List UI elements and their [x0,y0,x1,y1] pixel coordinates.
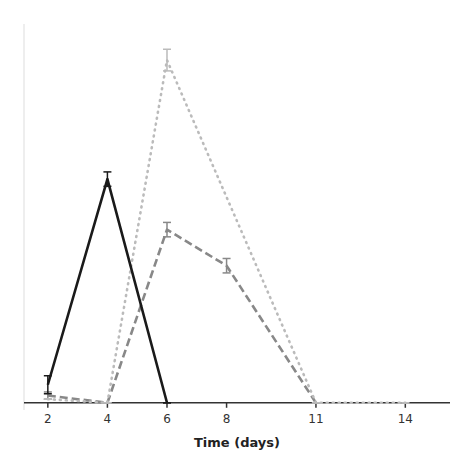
series-line [48,230,316,403]
error-bar-cap [312,402,320,404]
x-tick-label: 14 [398,412,413,426]
x-tick [226,403,228,408]
error-bar-cap [44,393,52,395]
error-bar-cap [163,70,171,72]
plot-area [44,49,409,403]
error-bar-cap [103,186,111,188]
error-bar-stem [166,222,168,236]
error-bar-cap [312,402,320,404]
x-tick-label: 4 [104,412,112,426]
chart-container: 2 4 6 8 11 14 Time (days) [0,0,474,474]
error-bar-cap [163,49,171,51]
series [44,172,171,403]
x-axis-label: Time (days) [194,435,280,450]
error-bar [103,402,111,403]
error-bar-cap [223,258,231,260]
error-bar [163,222,171,236]
error-bar-stem [107,172,109,186]
error-bar-cap [103,402,111,404]
series-line [48,179,167,403]
error-bar [401,402,409,403]
error-bar-cap [103,402,111,404]
chart: 2 4 6 8 11 14 Time (days) [0,0,474,474]
error-bar-cap [163,402,171,404]
error-bar-cap [44,398,52,400]
error-bar-cap [223,272,231,274]
error-bar-cap [401,402,409,404]
error-bar [312,402,320,403]
error-bar-cap [401,402,409,404]
error-bar-cap [163,402,171,404]
error-bar-cap [312,402,320,404]
error-bar-cap [44,398,52,400]
error-bar [44,399,52,400]
error-bar [163,402,171,403]
series [44,222,320,402]
series [44,49,409,403]
x-tick-label: 11 [308,412,323,426]
error-bar-cap [44,398,52,400]
error-bar-cap [163,222,171,224]
error-bar-cap [44,375,52,377]
y-range-line [24,24,25,410]
x-tick-label: 6 [163,412,171,426]
error-bar [312,402,320,403]
error-bar [103,402,111,403]
error-bar-stem [166,49,168,71]
error-bar-cap [103,402,111,404]
error-bar-stem [226,258,228,272]
error-bar [44,376,52,394]
x-tick [47,403,49,408]
error-bar [223,258,231,272]
error-bar [163,49,171,71]
x-tick-label: 2 [44,412,52,426]
error-bar-cap [103,402,111,404]
error-bar-stem [47,376,49,394]
x-tick-label: 8 [223,412,231,426]
error-bar-cap [163,236,171,238]
error-bar [103,172,111,186]
error-bar-cap [312,402,320,404]
error-bar-cap [103,171,111,173]
series-line [48,60,405,403]
